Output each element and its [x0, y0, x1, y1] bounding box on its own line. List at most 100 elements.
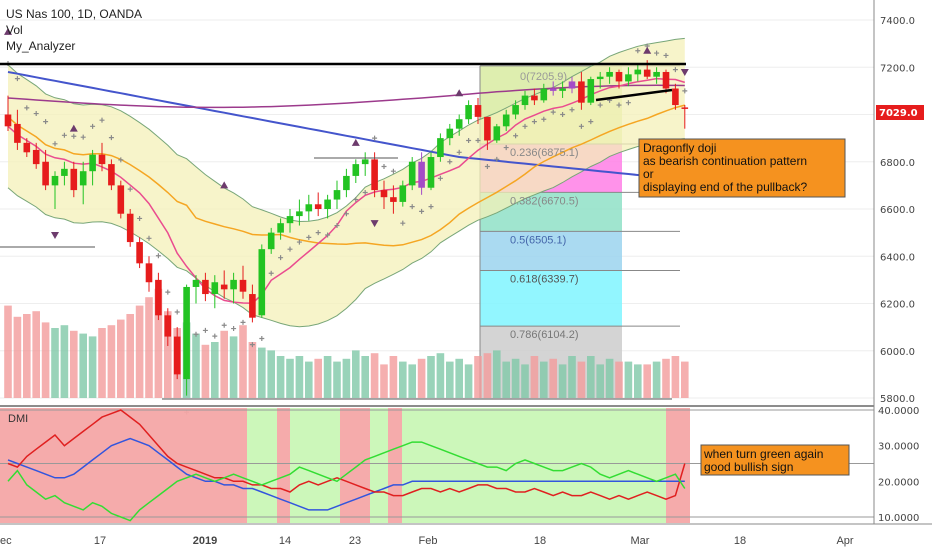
- candle-body: [258, 249, 266, 316]
- candle-body: [672, 88, 679, 106]
- sar-point: [315, 230, 321, 236]
- price-axis-label: 5800.0: [880, 394, 915, 405]
- volume-bar: [417, 358, 426, 398]
- signal-triangle: [370, 220, 379, 228]
- candle-body: [371, 159, 378, 191]
- sar-point: [193, 331, 199, 337]
- volume-bar: [530, 356, 539, 398]
- sar-point: [588, 119, 594, 125]
- volume-bar: [295, 356, 304, 398]
- price-axis[interactable]: [874, 0, 932, 550]
- doji-annotation[interactable]: Dragonfly doji as bearish continuation p…: [638, 138, 846, 198]
- candle-body: [61, 168, 68, 176]
- sar-point: [24, 105, 30, 111]
- last-price-badge[interactable]: 7029.0: [876, 105, 924, 120]
- candle-body: [79, 171, 87, 186]
- volume-histogram: [4, 288, 689, 398]
- volume-bar: [577, 361, 586, 398]
- candle-body: [108, 164, 115, 186]
- moving-average-pink: [7, 77, 686, 305]
- candle-body: [230, 279, 237, 290]
- fib-zone: [480, 270, 622, 327]
- candle-body: [615, 71, 623, 82]
- sar-point: [127, 186, 133, 192]
- volume-bar: [624, 361, 633, 398]
- sar-point: [259, 335, 265, 341]
- time-axis-label: 17: [94, 535, 106, 547]
- candle-body: [155, 279, 162, 316]
- sar-point: [400, 220, 406, 226]
- dmi-zone: [290, 408, 340, 523]
- sar-point: [466, 137, 472, 143]
- sar-point: [635, 48, 641, 54]
- parabolic-sar: [5, 43, 688, 415]
- sar-point: [71, 133, 77, 139]
- volume-bar: [558, 364, 567, 398]
- dmi-note-line-1: when turn green again: [703, 447, 823, 461]
- volume-bar: [652, 361, 661, 398]
- volume-bar: [41, 322, 50, 398]
- volume-bar: [540, 361, 548, 398]
- candle-body: [653, 71, 660, 77]
- pullback-trend-line[interactable]: [595, 88, 673, 102]
- time-axis-label: Apr: [836, 535, 853, 547]
- indicator-label-analyzer[interactable]: My_Analyzer: [6, 39, 75, 53]
- price-axis-label: 7400.0: [880, 16, 915, 27]
- price-axis-label: 6600.0: [880, 205, 915, 216]
- dmi-annotation[interactable]: when turn green again good bullish sign: [700, 444, 850, 476]
- sar-point: [541, 116, 547, 122]
- price-axis-label: 6400.0: [880, 252, 915, 263]
- candle-body: [126, 213, 134, 243]
- volume-bar: [192, 333, 200, 398]
- volume-bar: [258, 347, 266, 398]
- volume-bar: [502, 361, 510, 398]
- price-axis-label: 7200.0: [880, 63, 915, 74]
- candle-body: [606, 71, 613, 77]
- volume-bar: [305, 361, 313, 398]
- volume-bar: [380, 364, 388, 398]
- volume-bar: [464, 364, 473, 398]
- candle-body: [465, 105, 472, 120]
- fib-level-label: 0(7205.9): [520, 71, 567, 83]
- candle-body: [512, 105, 519, 115]
- sar-point: [343, 211, 349, 217]
- volume-bar: [342, 358, 351, 398]
- sar-point: [155, 253, 161, 259]
- sar-point: [90, 123, 96, 129]
- volume-bar: [474, 356, 482, 398]
- candlesticks: [4, 60, 689, 396]
- candle-body: [324, 199, 331, 209]
- sar-point: [212, 333, 218, 339]
- doji-note-line-3: or: [643, 167, 654, 181]
- sar-point: [80, 134, 86, 140]
- symbol-title[interactable]: US Nas 100, 1D, OANDA: [6, 7, 142, 21]
- signal-triangle: [69, 124, 78, 132]
- candle-body: [625, 74, 632, 82]
- candle-body: [408, 161, 416, 186]
- dmi-label[interactable]: DMI: [8, 413, 28, 425]
- time-axis-label: Feb: [419, 535, 438, 547]
- candle-body: [568, 81, 576, 89]
- dmi-axis-labels: 40.0000 30.0000 20.0000 10.0000: [878, 406, 919, 524]
- dmi-note-line-2: good bullish sign: [704, 460, 793, 474]
- volume-bar: [70, 330, 78, 398]
- price-axis-label: 6000.0: [880, 347, 915, 358]
- time-axis-labels[interactable]: ec 17 2019 14 23 Feb 18 Mar 18 Apr: [0, 535, 854, 547]
- indicator-label-vol[interactable]: Vol: [6, 23, 23, 37]
- volume-bar: [164, 311, 172, 398]
- volume-bar: [389, 356, 398, 398]
- volume-bar: [521, 364, 529, 398]
- sar-point: [174, 309, 180, 315]
- sar-point: [306, 234, 312, 240]
- volume-bar: [511, 358, 520, 398]
- sar-point: [672, 67, 678, 73]
- sar-point: [531, 119, 537, 125]
- signal-markers: [4, 27, 689, 239]
- candle-body: [51, 175, 59, 186]
- dmi-axis-label: 40.0000: [878, 406, 919, 417]
- volume-bar: [154, 288, 163, 398]
- volume-bar: [32, 311, 40, 398]
- candle-body: [70, 168, 78, 191]
- price-axis-label: 6800.0: [880, 158, 915, 169]
